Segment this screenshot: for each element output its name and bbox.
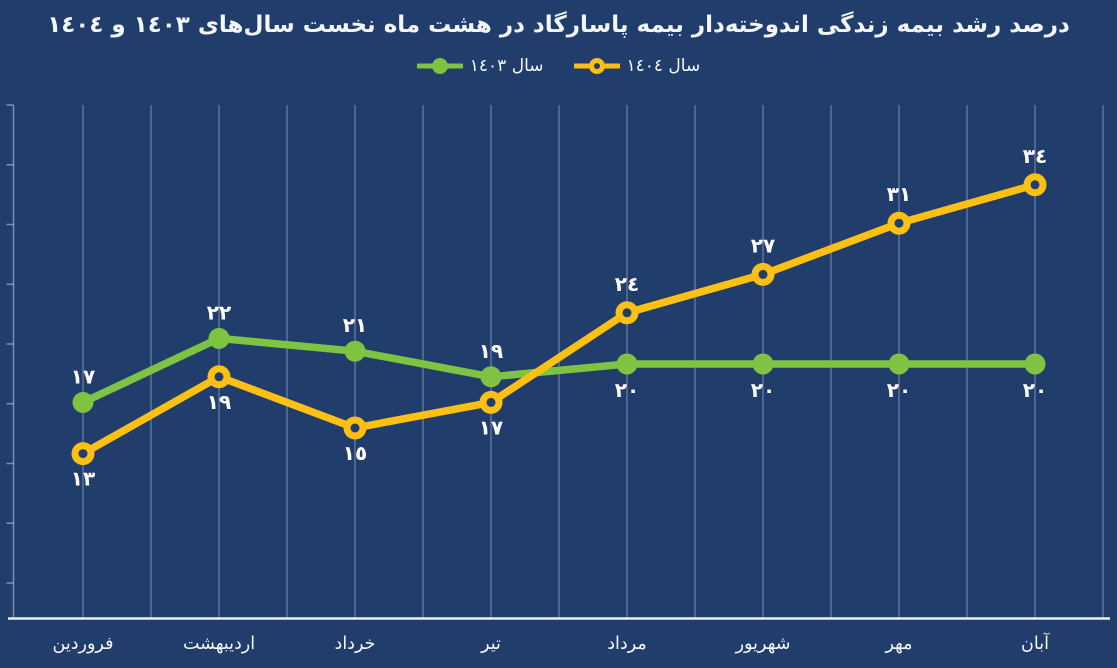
data-point-hole xyxy=(214,372,224,382)
x-axis-label: مرداد xyxy=(607,634,646,654)
legend-item-1404: سال ١٤٠٤ xyxy=(573,56,701,76)
data-label: ١٥ xyxy=(343,441,367,465)
data-label: ٢٤ xyxy=(615,272,639,296)
legend-label-1404: سال ١٤٠٤ xyxy=(626,56,701,76)
data-label: ٣٤ xyxy=(1023,144,1047,168)
data-label: ١٧ xyxy=(71,364,95,388)
data-label: ١٩ xyxy=(479,339,503,363)
x-axis-label: فروردین xyxy=(53,634,114,654)
legend-marker-1404-icon xyxy=(573,58,620,74)
data-point xyxy=(72,391,94,413)
legend-dot xyxy=(431,58,448,74)
data-label: ١٧ xyxy=(479,415,503,439)
data-label: ٢٧ xyxy=(751,233,775,257)
legend-marker-1403-icon xyxy=(416,58,463,74)
data-point-hole xyxy=(894,218,904,228)
data-point xyxy=(480,366,502,388)
data-label: ٢٢ xyxy=(207,300,231,324)
data-label: ٢١ xyxy=(343,313,367,337)
data-label: ٣١ xyxy=(887,182,911,206)
data-label: ٢٠ xyxy=(615,378,639,402)
legend-label-1403: سال ١٤٠٣ xyxy=(469,56,544,76)
data-point xyxy=(752,353,774,375)
legend: سال ١٤٠٣ سال ١٤٠٤ xyxy=(0,56,1117,76)
data-point-hole xyxy=(622,308,632,318)
data-point xyxy=(616,353,638,375)
x-axis-label: تیر xyxy=(480,634,501,654)
x-axis-label: خرداد xyxy=(335,634,376,654)
data-point-hole xyxy=(1030,180,1040,190)
x-axis-label: مهر xyxy=(884,634,912,654)
legend-dot-hole xyxy=(593,63,600,69)
data-label: ١٣ xyxy=(71,467,95,491)
series-line-1404 xyxy=(79,181,1039,458)
data-label: ٢٠ xyxy=(1023,378,1047,402)
data-point-hole xyxy=(758,269,768,279)
series-line-1403 xyxy=(79,334,1039,407)
x-axis-label: شهریور xyxy=(735,634,791,654)
data-point-hole xyxy=(486,397,496,407)
x-axis-label: اردیبهشت xyxy=(183,634,255,654)
data-point xyxy=(888,353,910,375)
data-point-hole xyxy=(78,449,88,459)
data-label: ٢٠ xyxy=(751,378,775,402)
legend-item-1403: سال ١٤٠٣ xyxy=(416,56,544,76)
data-point xyxy=(344,340,366,362)
chart-title: درصد رشد بیمه زندگی اندوخته‌دار بیمه پاس… xyxy=(47,12,1070,38)
data-label: ٢٠ xyxy=(887,378,911,402)
data-label: ١٩ xyxy=(207,390,231,414)
data-point xyxy=(208,327,230,349)
data-point-hole xyxy=(350,423,360,433)
x-axis-label: آبان xyxy=(1021,632,1050,654)
data-point xyxy=(1024,353,1046,375)
